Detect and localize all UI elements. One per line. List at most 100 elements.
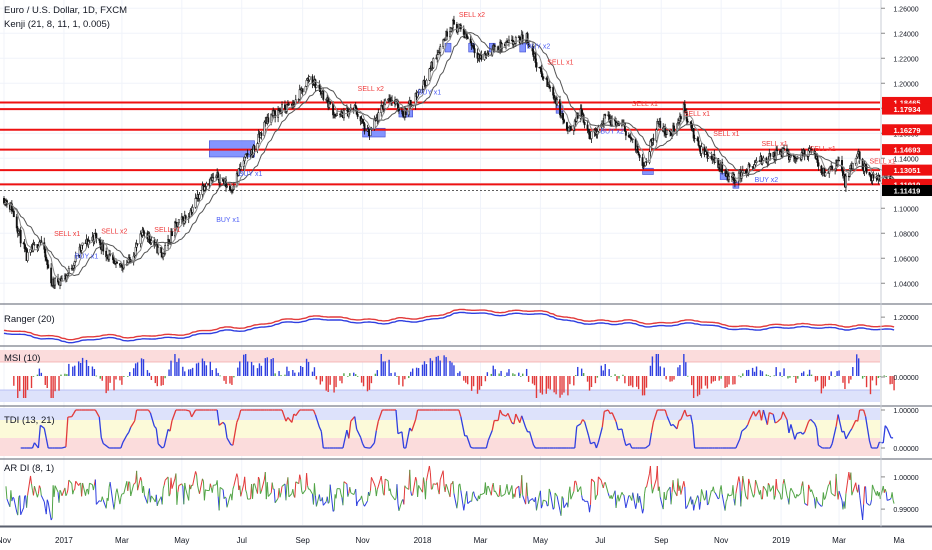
tdi-line: [466, 435, 472, 448]
tdi-line: [686, 414, 691, 417]
msi-bar: [431, 360, 434, 376]
tdi-line: [772, 414, 776, 424]
time-axis[interactable]: Nov 2017 Mar May Jul Sep Nov 2018 Mar May Jul Sep No…: [0, 526, 932, 545]
tdi-line: [515, 413, 521, 424]
msi-bar: [272, 358, 274, 376]
msi-bar: [17, 376, 19, 398]
msi-bar: [801, 372, 803, 376]
msi-bar: [514, 374, 516, 376]
msi-bar: [470, 376, 473, 391]
ardi-line: [81, 482, 84, 497]
msi-bar: [368, 376, 371, 390]
candle-body: [603, 114, 606, 124]
msi-bar: [498, 373, 500, 376]
msi-bar: [787, 376, 789, 379]
candle-body: [844, 175, 847, 188]
ardi-line: [740, 490, 743, 507]
msi-bar: [362, 376, 365, 387]
time-tick-label: 2018: [414, 536, 432, 545]
ardi-line: [680, 481, 685, 495]
ardi-line: [769, 485, 774, 492]
ardi-line: [772, 485, 775, 500]
candle-body: [728, 176, 730, 180]
ardi-line: [27, 475, 32, 496]
msi-bar: [321, 376, 324, 382]
ardi-line: [285, 484, 288, 501]
ardi-line: [343, 481, 348, 485]
ardi-line: [552, 507, 555, 510]
ardi-line: [417, 485, 420, 497]
candle-body: [865, 165, 868, 173]
msi-bar: [755, 366, 758, 376]
ardi-line: [329, 484, 334, 512]
tdi-line: [460, 416, 466, 437]
candle-body: [442, 39, 445, 47]
ardi-line: [5, 486, 8, 500]
ardi-line: [891, 492, 894, 501]
candle-body: [99, 240, 102, 246]
ardi-line: [362, 500, 365, 505]
candle-body: [287, 103, 290, 105]
tdi-line: [157, 443, 163, 449]
msi-bar: [657, 354, 659, 376]
tdi-line: [617, 428, 623, 431]
msi-bar: [44, 376, 46, 385]
msi-bar: [390, 372, 392, 376]
tdi-line: [33, 442, 39, 449]
signal-zone: [642, 167, 654, 175]
ardi-line: [58, 490, 61, 503]
candle-body: [652, 138, 655, 141]
candle-body: [116, 261, 118, 264]
ardi-line: [224, 496, 227, 499]
tdi-line: [405, 427, 411, 449]
ardi-line: [127, 481, 130, 491]
candle-body: [46, 259, 49, 265]
chart-title: Euro / U.S. Dollar, 1D, FXCM: [4, 5, 127, 16]
time-tick-label: Jul: [595, 536, 605, 545]
msi-bar: [573, 376, 575, 386]
msi-bar: [793, 376, 795, 377]
msi-bar: [630, 376, 632, 386]
msi-bar: [535, 376, 538, 398]
candle-body: [721, 162, 724, 173]
msi-bar: [349, 373, 351, 376]
ardi-line: [322, 501, 327, 506]
ardi-line: [410, 491, 413, 496]
msi-bar: [863, 376, 866, 377]
tdi-line: [222, 421, 226, 426]
ardi-line: [717, 497, 720, 500]
tdi-line: [676, 420, 680, 430]
candle-body: [26, 252, 29, 261]
tdi-line: [491, 420, 495, 431]
candle-body: [12, 210, 15, 218]
level-tag: 1.13051: [893, 166, 920, 175]
candle-body: [748, 164, 751, 167]
ardi-line: [422, 477, 425, 485]
msi-bar: [154, 376, 156, 384]
msi-bar: [64, 373, 66, 376]
tdi-line: [287, 417, 293, 423]
tdi-line: [314, 414, 320, 428]
candle-body: [868, 172, 871, 176]
msi-bar: [256, 368, 259, 376]
msi-bar: [182, 366, 184, 376]
ardi-line: [790, 487, 795, 495]
msi-bar: [663, 367, 665, 376]
tdi-line: [611, 412, 617, 423]
candle-body: [432, 58, 435, 69]
candle-body: [636, 146, 639, 153]
candle-body: [861, 158, 864, 170]
price-axis[interactable]: 1.260001.240001.220001.200001.180001.160…: [0, 0, 932, 527]
ardi-line: [718, 489, 721, 499]
candle-body: [855, 156, 858, 160]
msi-bar: [820, 376, 823, 394]
msi-bar: [588, 376, 591, 391]
msi-bar: [366, 376, 369, 392]
msi-bar: [484, 376, 487, 382]
ardi-line: [457, 484, 460, 501]
signal-label: SELL x1: [632, 101, 658, 108]
msi-bar: [396, 376, 398, 377]
candle-body: [391, 99, 394, 102]
msi-bar: [602, 370, 604, 376]
msi-bar: [327, 376, 329, 392]
